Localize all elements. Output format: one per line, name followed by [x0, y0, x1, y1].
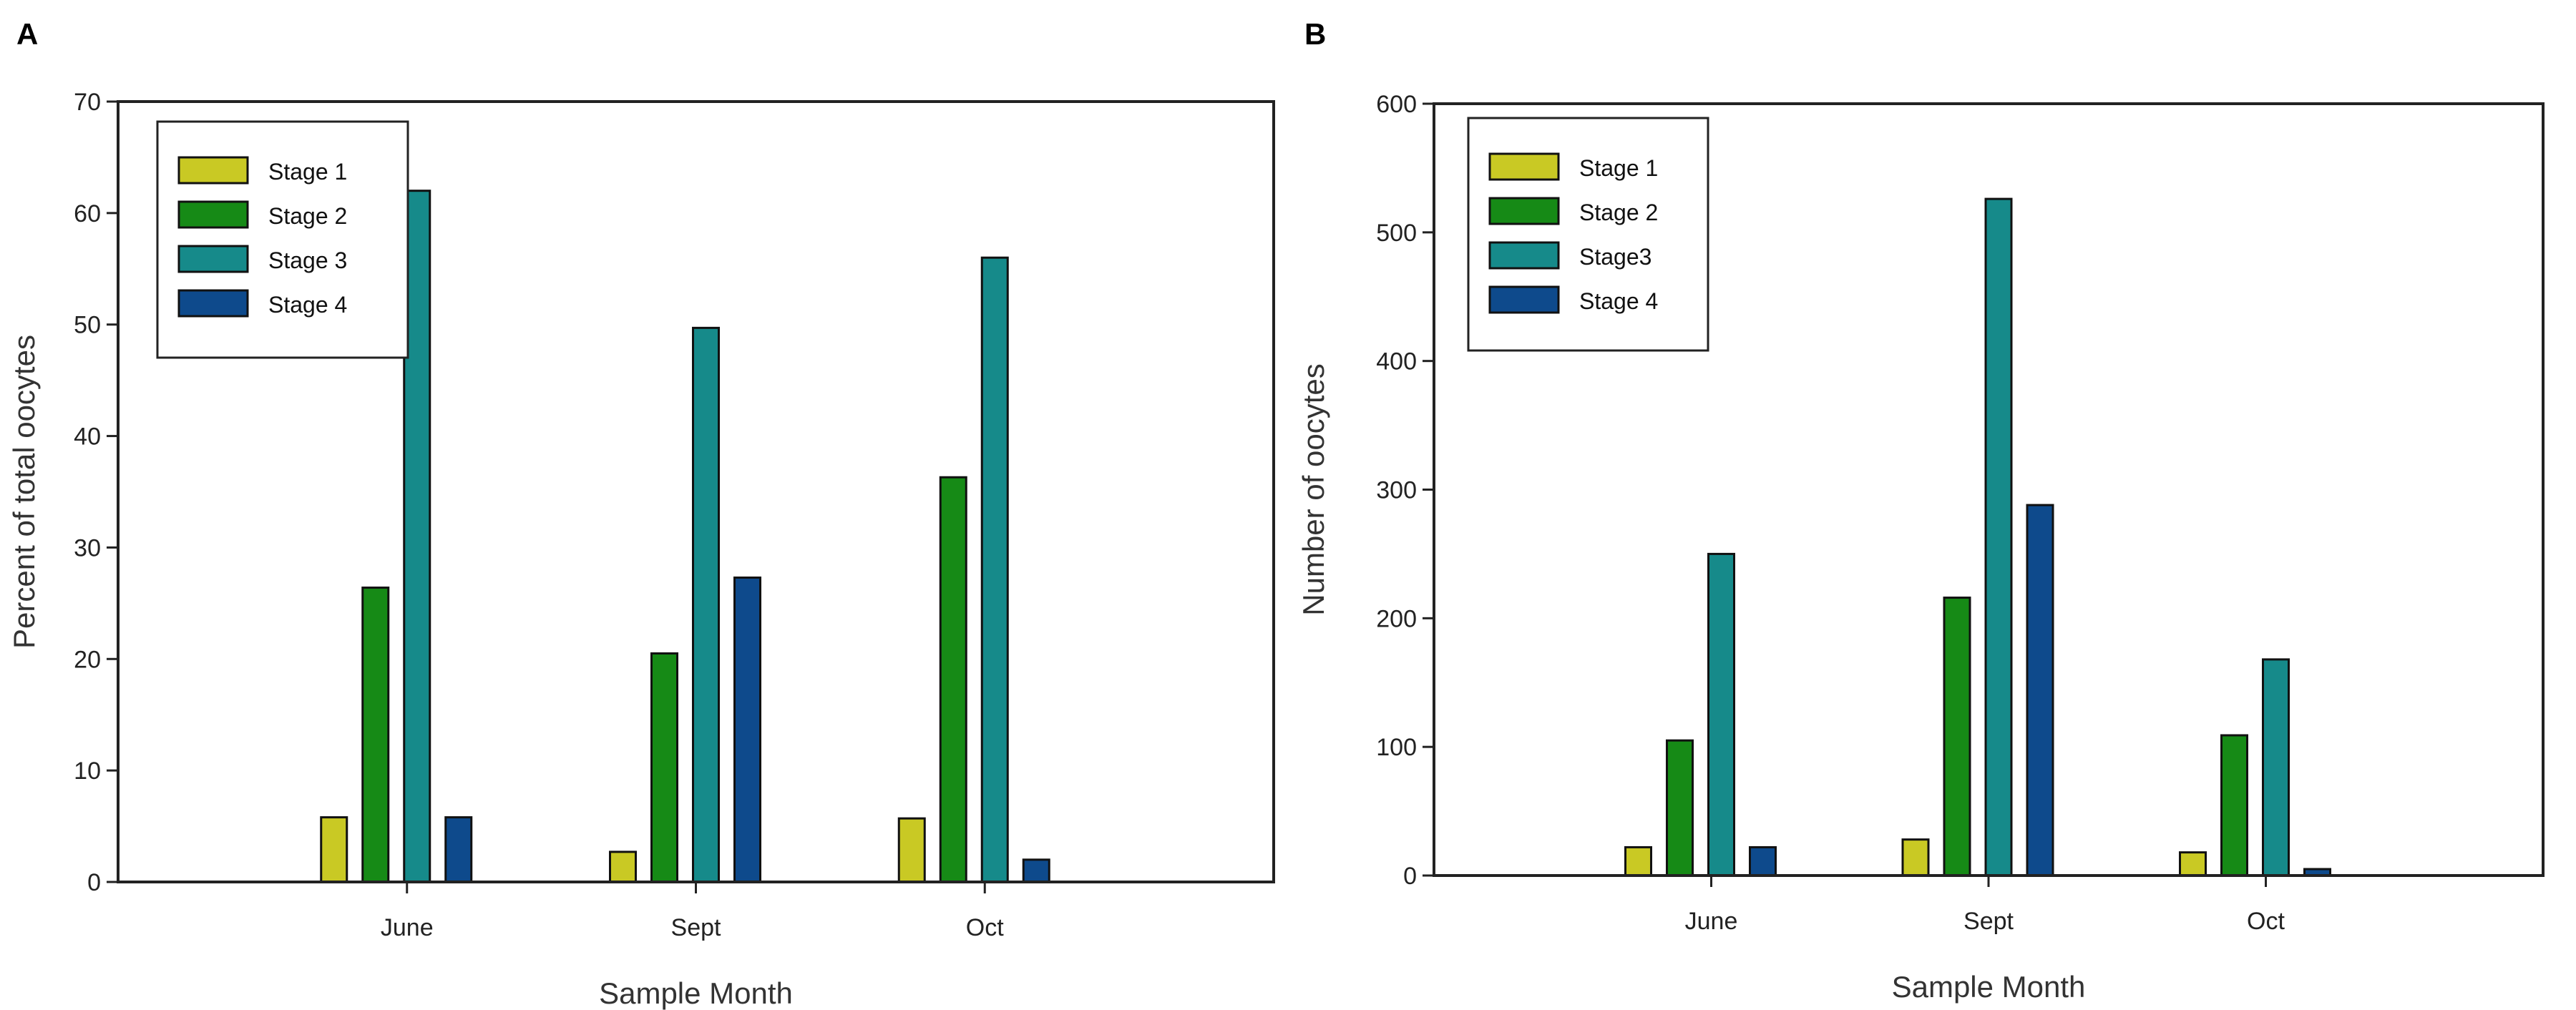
legend-swatch — [177, 156, 249, 185]
bar-stage2-sept — [1943, 597, 1971, 877]
bar-stage2-oct — [939, 476, 967, 883]
bar-stage2-june — [361, 587, 390, 883]
bar-stage4-sept — [733, 577, 761, 883]
bar-stage4-june — [444, 816, 473, 883]
x-tick-label: June — [381, 914, 434, 941]
bar-stage4-sept — [2026, 504, 2054, 877]
y-tick-label: 20 — [74, 646, 101, 673]
y-axis-title: Number of oocytes — [1297, 363, 1330, 616]
panel-label: A — [16, 17, 38, 51]
bar-stage1-sept — [609, 850, 637, 883]
bar-stage1-sept — [1901, 838, 1930, 877]
legend-swatch — [1488, 197, 1560, 225]
bar-stage1-oct — [897, 817, 926, 883]
legend-swatch — [1488, 285, 1560, 314]
bar-stage1-june — [1624, 845, 1652, 877]
x-axis-title: Sample Month — [599, 976, 793, 1010]
y-tick-label: 600 — [1376, 91, 1417, 118]
legend-label: Stage 2 — [1579, 200, 1658, 225]
y-tick-label: 60 — [74, 200, 101, 227]
legend: Stage 1 Stage 2 Stage 3 Stage 4 — [156, 120, 409, 359]
bar-stage2-sept — [650, 652, 678, 883]
legend-label: Stage 1 — [1579, 155, 1658, 181]
legend-swatch — [177, 245, 249, 273]
bar-stage3-sept — [692, 326, 720, 883]
bar-stage4-oct — [1022, 858, 1050, 883]
y-axis-title: Percent of total oocytes — [7, 335, 41, 649]
bar-stage3-sept — [1984, 197, 2013, 877]
y-tick-label: 100 — [1376, 734, 1417, 761]
bar-stage3-june — [1707, 552, 1735, 877]
legend-swatch — [177, 200, 249, 229]
bar-stage3-oct — [2262, 658, 2290, 877]
x-tick-label: Sept — [671, 914, 721, 941]
x-tick-label: Oct — [966, 914, 1004, 941]
legend-swatch — [1488, 241, 1560, 270]
bar-stage1-oct — [2179, 851, 2207, 877]
y-tick-label: 30 — [74, 534, 101, 562]
legend-label: Stage 2 — [268, 203, 347, 229]
legend-label: Stage 4 — [268, 292, 347, 318]
y-tick-label: 0 — [1403, 863, 1417, 890]
legend-label: Stage 4 — [1579, 288, 1658, 314]
x-axis-title: Sample Month — [1892, 970, 2086, 1004]
bar-stage1-june — [320, 816, 348, 883]
y-tick-label: 50 — [74, 312, 101, 339]
x-tick-label: Sept — [1963, 908, 2014, 935]
legend-label: Stage 1 — [268, 159, 347, 185]
y-tick-label: 300 — [1376, 477, 1417, 504]
x-tick-label: June — [1685, 908, 1738, 935]
y-tick-label: 400 — [1376, 348, 1417, 376]
y-tick-label: 10 — [74, 758, 101, 785]
x-tick-label: Oct — [2247, 908, 2285, 935]
chart-panel-B: B 0 100 200 300 400 500 600 June Sept Oct Sample Mo… — [1297, 17, 2545, 1004]
y-tick-label: 200 — [1376, 605, 1417, 632]
legend-swatch — [1488, 152, 1560, 181]
legend-swatch — [177, 289, 249, 318]
y-tick-label: 40 — [74, 423, 101, 451]
legend-label: Stage3 — [1579, 244, 1652, 270]
y-tick-label: 500 — [1376, 220, 1417, 247]
y-tick-label: 70 — [74, 89, 101, 116]
bar-stage2-oct — [2220, 734, 2248, 877]
panel-label: B — [1304, 17, 1326, 51]
chart-panel-A: A 0 10 20 30 40 50 60 70 June Sept Oct Sample Month P… — [7, 17, 1275, 1010]
y-tick-label: 0 — [87, 869, 101, 896]
bar-stage3-oct — [980, 256, 1009, 883]
bar-stage4-june — [1749, 845, 1777, 877]
legend: Stage 1 Stage 2 Stage3 Stage 4 — [1467, 117, 1709, 352]
bar-stage2-june — [1666, 739, 1694, 877]
legend-label: Stage 3 — [268, 247, 347, 273]
